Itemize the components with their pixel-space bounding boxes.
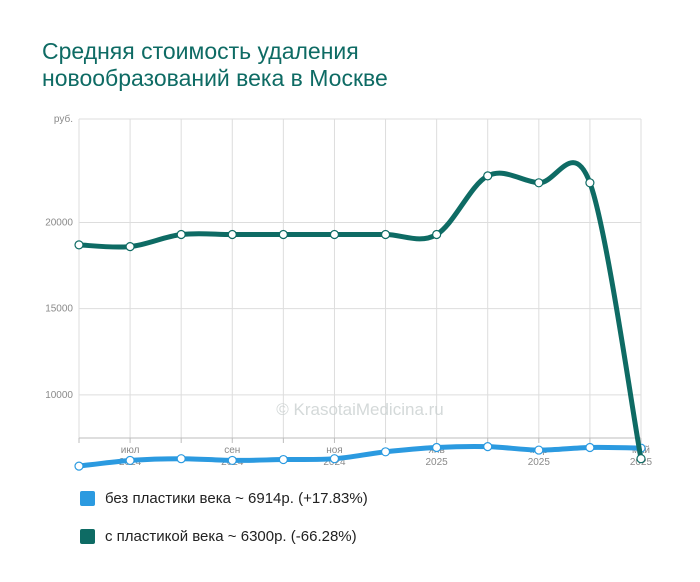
data-point — [329, 229, 340, 240]
watermark: © KrasotaiMedicina.ru — [276, 400, 444, 419]
y-unit-label: руб. — [54, 113, 73, 125]
data-point — [74, 461, 84, 471]
legend-item-with-plasty[interactable]: с пластикой века ~ 6300р. (-66.28%) — [80, 526, 368, 546]
data-point — [432, 442, 442, 453]
data-point — [227, 229, 237, 240]
data-point — [534, 445, 544, 455]
data-point — [278, 229, 288, 240]
legend-label: без пластики века ~ 6914р. (+17.83%) — [105, 489, 368, 507]
legend-label: с пластикой века ~ 6300р. (-66.28%) — [105, 527, 357, 545]
data-point — [125, 455, 135, 466]
y-tick-label: 15000 — [45, 304, 73, 315]
y-tick-label: 20000 — [45, 217, 73, 228]
legend: без пластики века ~ 6914р. (+17.83%) с п… — [80, 488, 368, 564]
data-point — [585, 442, 595, 453]
data-point — [329, 454, 340, 464]
series-line-0 — [76, 443, 644, 469]
y-tick-label: 10000 — [45, 390, 73, 401]
legend-item-without-plasty[interactable]: без пластики века ~ 6914р. (+17.83%) — [80, 488, 368, 508]
data-point — [278, 454, 288, 465]
x-tick-month: июл — [121, 445, 140, 456]
data-point — [380, 229, 391, 240]
data-point — [176, 454, 186, 464]
data-point — [125, 242, 135, 252]
data-point — [636, 454, 646, 464]
x-tick-year: 2025 — [528, 457, 551, 468]
data-point — [176, 229, 186, 240]
data-point — [483, 171, 493, 181]
line-chart: 100001500020000руб.июл2024сен2024ноя2024… — [45, 113, 653, 471]
data-point — [227, 455, 237, 466]
x-tick-month: сен — [224, 445, 240, 456]
chart-title-line2: новообразований века в Москве — [42, 65, 388, 91]
chart-title: Средняя стоимость удаления новообразован… — [42, 38, 642, 92]
legend-swatch — [80, 528, 95, 544]
data-point — [432, 229, 442, 240]
x-tick-year: 2025 — [426, 457, 449, 468]
data-point — [74, 240, 84, 250]
chart-title-line1: Средняя стоимость удаления — [42, 38, 359, 64]
data-point — [534, 178, 544, 188]
legend-swatch — [80, 490, 95, 506]
x-tick-month: ноя — [326, 445, 343, 456]
data-point — [380, 447, 391, 457]
data-point — [483, 442, 493, 452]
data-point — [585, 178, 595, 188]
